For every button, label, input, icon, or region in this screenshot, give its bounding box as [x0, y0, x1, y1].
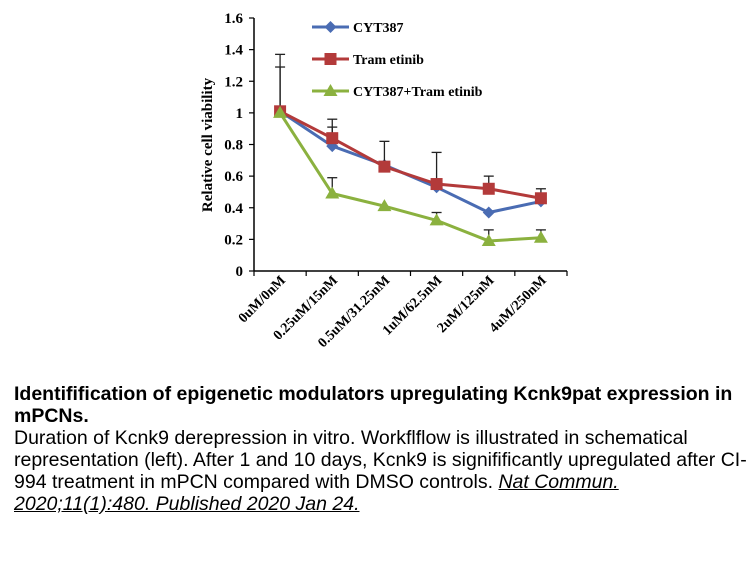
data-point: [326, 132, 339, 145]
data-point: [378, 160, 391, 173]
legend-label: CYT387+Tram etinib: [353, 85, 483, 100]
legend-item: CYT387: [312, 21, 404, 36]
series-line: [279, 110, 542, 215]
y-tick-label: 1.4: [224, 43, 243, 59]
y-tick-label: 0.8: [224, 138, 243, 154]
y-tick-label: 0: [236, 264, 244, 280]
data-point: [430, 178, 443, 191]
data-point: [482, 206, 495, 219]
y-tick-label: 0.2: [224, 232, 243, 248]
chart-series: [273, 53, 548, 246]
legend-item: CYT387+Tram etinib: [312, 84, 483, 100]
data-point: [481, 233, 496, 246]
data-point: [273, 105, 288, 118]
y-tick-label: 0.4: [224, 201, 243, 217]
data-point: [325, 186, 340, 199]
y-tick-labels: 0 0.2 0.4 0.6 0.8 1 1.2 1.4 1.6: [224, 11, 243, 280]
series-2: [274, 53, 547, 205]
legend-item: Tram etinib: [312, 53, 424, 68]
x-tick-labels: 0uM/0nM0.25uM/15nM0.5uM/31.25nM1uM/62.5n…: [236, 273, 550, 351]
legend-marker: [323, 84, 338, 96]
chart-legend: CYT387 Tram etinib CYT387+Tram etinib: [312, 21, 483, 100]
series-line: [279, 109, 542, 200]
legend-marker: [324, 53, 337, 65]
y-tick-label: 1.2: [224, 74, 243, 90]
legend-label: Tram etinib: [353, 53, 424, 68]
chart-axes: [249, 17, 568, 276]
caption-title: Identifification of epigenetic modulator…: [14, 383, 733, 427]
series-3: [273, 105, 548, 246]
series-line: [278, 112, 542, 243]
y-tick-label: 1: [236, 106, 244, 122]
data-point: [377, 199, 392, 212]
legend-label: CYT387: [353, 21, 404, 36]
citation-link[interactable]: Nat Commun. 2020;11(1):480. Published 20…: [14, 471, 619, 515]
y-axis-label: Relative cell viability: [200, 77, 216, 212]
y-tick-label: 0.6: [224, 169, 243, 185]
caption-text: Duration of Kcnk9 derepression in vitro.…: [14, 427, 747, 493]
data-point: [534, 192, 547, 205]
caption-body: Duration of Kcnk9 derepression in vitro.…: [14, 427, 749, 515]
data-point: [533, 230, 548, 243]
data-point: [482, 182, 495, 195]
x-tick-label: 0uM/0nM: [236, 273, 289, 326]
data-point: [429, 213, 444, 226]
line-chart: 0 0.2 0.4 0.6 0.8 1 1.2 1.4 1.6 0uM/0nM0.25uM/15…: [200, 11, 568, 351]
legend-marker: [324, 21, 337, 33]
figure-caption: Identifification of epigenetic modulator…: [14, 383, 749, 515]
y-tick-label: 1.6: [224, 11, 243, 27]
